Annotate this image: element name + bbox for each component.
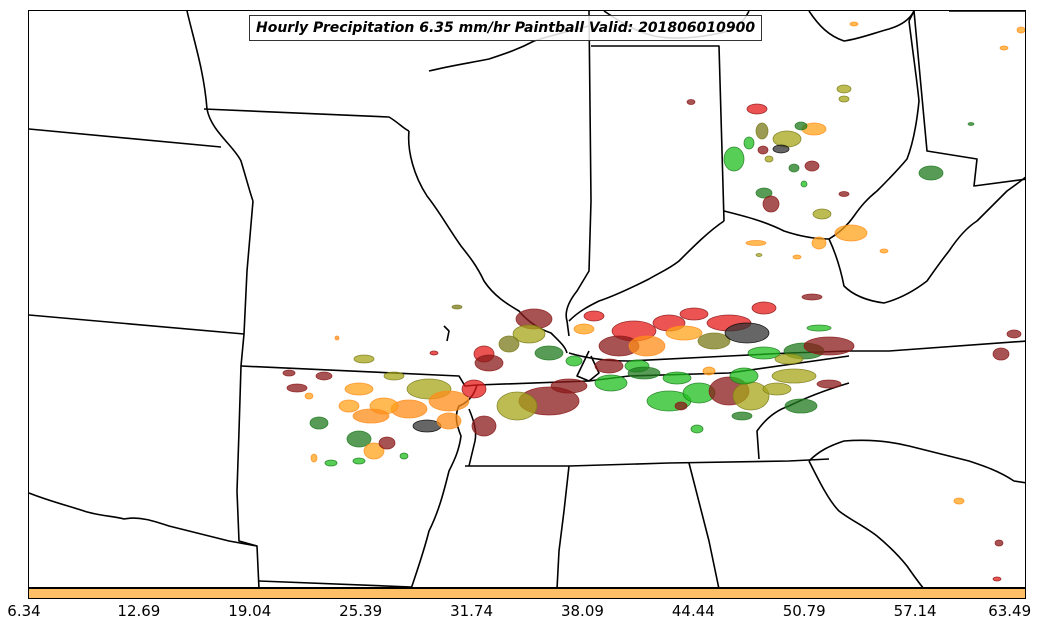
colorbar-tick-label: 38.09: [560, 602, 604, 620]
precipitation-map: [29, 11, 1025, 587]
map-panel: [28, 10, 1026, 588]
colorbar-tick-label: 6.34: [7, 602, 41, 620]
colorbar-tick-label: 19.04: [228, 602, 272, 620]
precipitation-blobs: [282, 21, 1025, 582]
colorbar-tick-label: 31.74: [450, 602, 494, 620]
colorbar: [28, 588, 1026, 599]
colorbar-tick-label: 57.14: [893, 602, 937, 620]
map-title: Hourly Precipitation 6.35 mm/hr Paintbal…: [249, 15, 763, 41]
colorbar-tick-label: 25.39: [339, 602, 383, 620]
colorbar-tick-label: 50.79: [782, 602, 826, 620]
state-boundaries: [29, 11, 1025, 587]
colorbar-tick-label: 63.49: [988, 602, 1032, 620]
colorbar-tick-label: 12.69: [117, 602, 161, 620]
colorbar-tick-label: 44.44: [671, 602, 715, 620]
